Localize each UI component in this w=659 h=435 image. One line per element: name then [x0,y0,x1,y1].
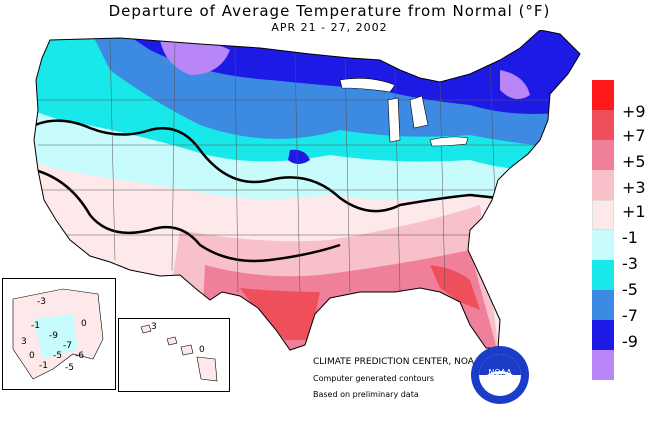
legend-swatch [592,290,614,320]
legend-label: +1 [622,202,646,221]
credit-preliminary: Based on preliminary data [313,390,419,399]
legend-label: +5 [622,152,646,171]
alaska-label: 3 [21,337,27,347]
alaska-label: -1 [39,361,48,371]
alaska-label: 0 [29,351,35,361]
legend-swatch [592,110,614,140]
alaska-label: -3 [37,297,46,307]
conus-temperature-map [33,30,581,351]
legend-swatch [592,230,614,260]
alaska-label: -5 [53,351,62,361]
legend-label: +9 [622,102,646,121]
hawaii-inset: 3 0 [118,318,230,392]
legend-swatch [592,140,614,170]
legend-swatch [592,170,614,200]
alaska-label: -5 [65,363,74,373]
legend-swatch [592,260,614,290]
alaska-label: -1 [31,321,40,331]
legend-label: -1 [622,228,638,247]
legend-swatch [592,320,614,350]
hawaii-map [140,324,218,382]
hawaii-label: 3 [151,322,157,332]
hawaii-label: 0 [199,345,205,355]
logo-text: NOAA [488,368,512,377]
legend-label: -9 [622,332,638,351]
legend-label: -5 [622,280,638,299]
alaska-label: -6 [75,351,84,361]
alaska-label: -7 [63,341,72,351]
legend-label: +3 [622,178,646,197]
noaa-logo: NOAA [471,346,529,404]
credit-agency: CLIMATE PREDICTION CENTER, NOAA [313,357,481,367]
alaska-label: -9 [49,331,58,341]
legend-label: -3 [622,254,638,273]
alaska-map [12,288,104,380]
map-subtitle: APR 21 - 27, 2002 [271,21,388,34]
map-title: Departure of Average Temperature from No… [108,2,551,20]
legend-swatch [592,80,614,110]
legend-label: -7 [622,306,638,325]
alaska-label: 0 [81,319,87,329]
credit-contours: Computer generated contours [313,374,435,383]
legend-swatch [592,350,614,380]
alaska-inset: -3 -1 -9 -7 -5 -6 0 3 0 -1 -5 [2,278,116,390]
legend-swatch [592,200,614,230]
legend-label: +7 [622,126,646,145]
